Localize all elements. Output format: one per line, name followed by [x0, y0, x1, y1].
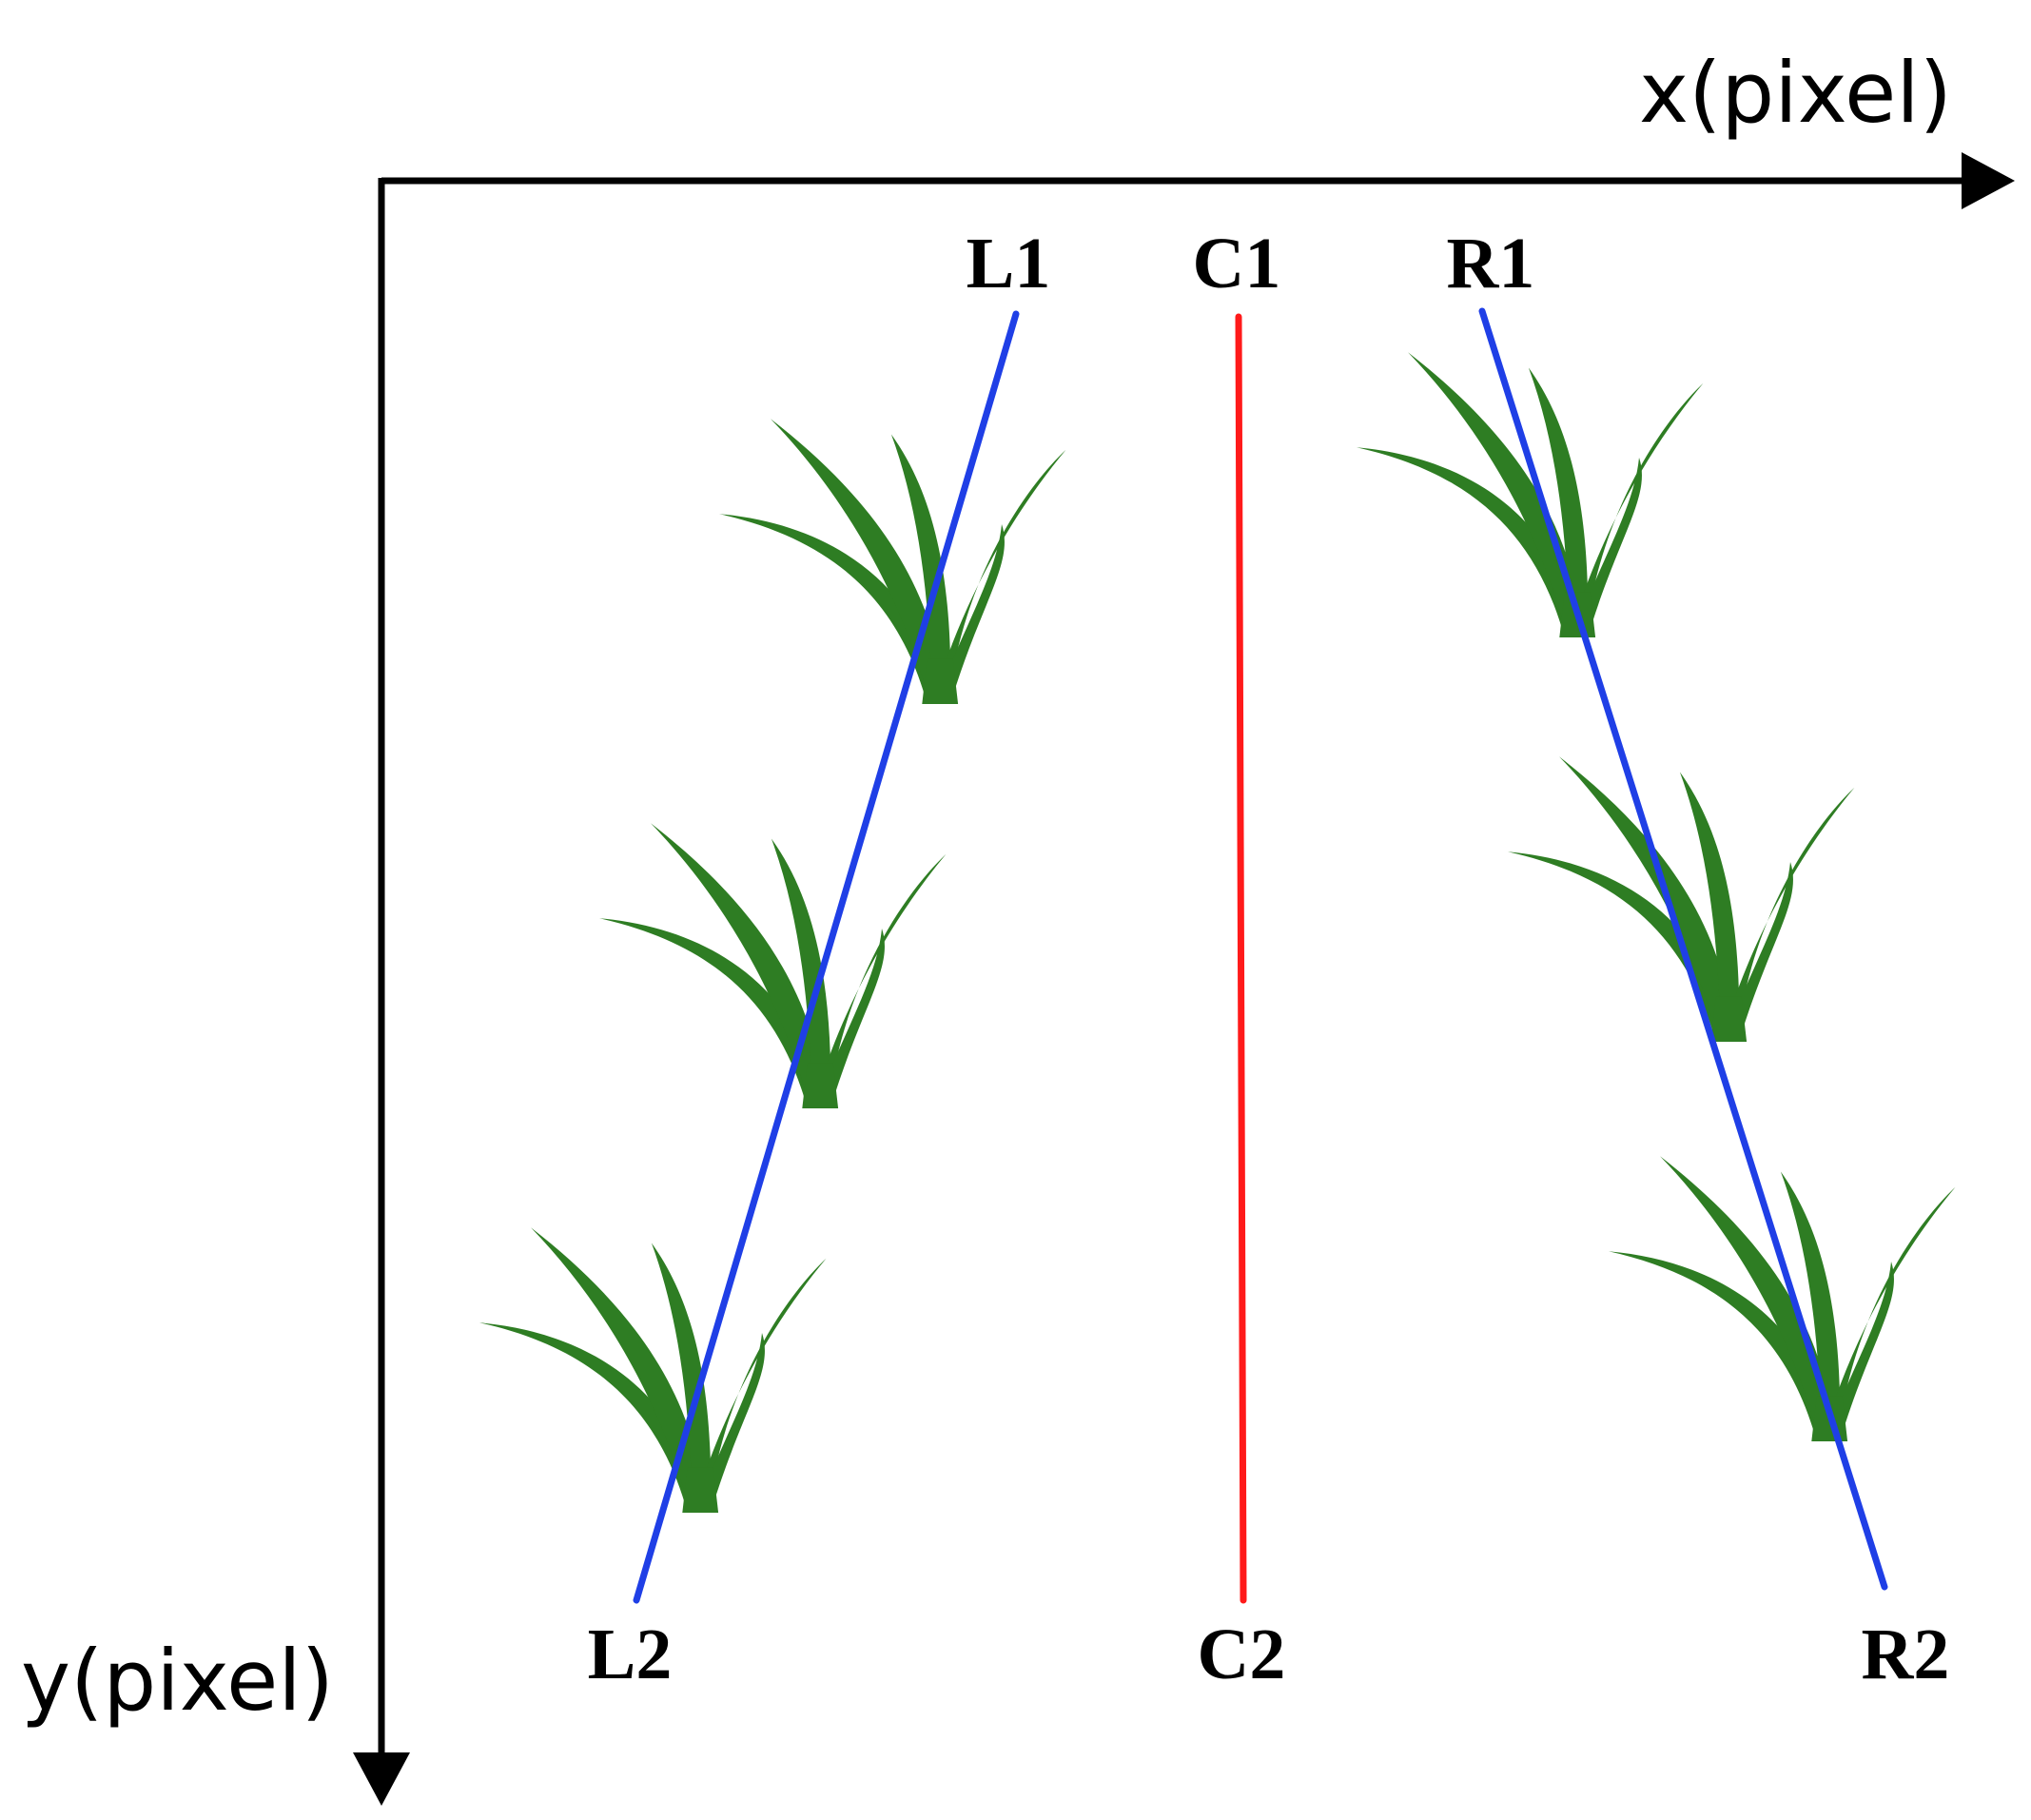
x-axis-label: x(pixel): [1639, 44, 1952, 142]
label-c2: C2: [1198, 1615, 1286, 1694]
label-r1: R1: [1447, 224, 1535, 303]
y-axis-label: y(pixel): [21, 1632, 334, 1730]
right-row-line: [1478, 307, 1888, 1591]
right-plant-row: [1357, 352, 1956, 1441]
axes: [353, 152, 2015, 1806]
plant-icon: [479, 1227, 827, 1513]
y-axis-arrow-icon: [353, 1752, 410, 1806]
left-row-line: [633, 310, 1020, 1604]
label-l2: L2: [588, 1615, 673, 1694]
plant-icon: [1357, 352, 1704, 637]
plant-icon: [1609, 1156, 1956, 1441]
left-plant-row: [479, 419, 1066, 1513]
plant-icon: [1508, 756, 1855, 1042]
label-l1: L1: [967, 224, 1051, 303]
x-axis-arrow-icon: [1962, 152, 2015, 209]
plant-icon: [719, 419, 1066, 704]
center-line: [1235, 313, 1247, 1604]
plant-icon: [599, 823, 947, 1108]
label-r2: R2: [1862, 1615, 1950, 1694]
label-c1: C1: [1193, 224, 1281, 303]
